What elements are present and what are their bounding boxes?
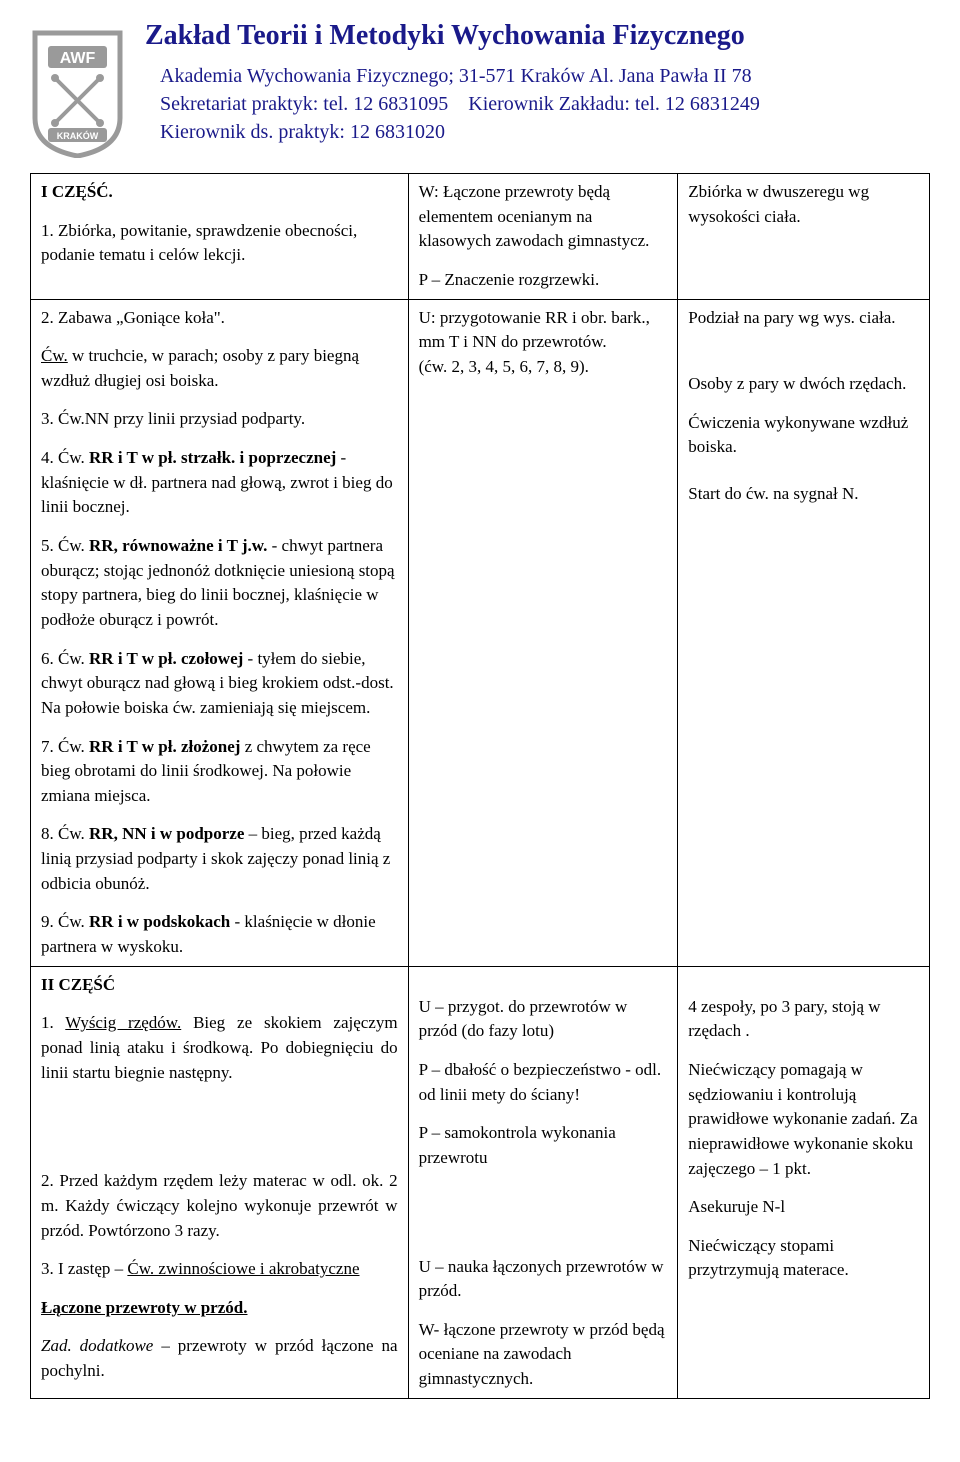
paragraph: Łączone przewroty w przód. <box>41 1296 398 1321</box>
cell-r2c3: Podział na pary wg wys. ciała. Osoby z p… <box>678 299 930 966</box>
paragraph: Ćw. w truchcie, w parach; osoby z pary b… <box>41 344 398 393</box>
header-text-block: Zakład Teorii i Metodyki Wychowania Fizy… <box>145 20 930 158</box>
cell-r1c1: I CZĘŚĆ. 1. Zbiórka, powitanie, sprawdze… <box>31 174 409 300</box>
cell-r2c1: 2. Zabawa „Goniące koła". Ćw. w truchcie… <box>31 299 409 966</box>
paragraph: Osoby z pary w dwóch rzędach. <box>688 372 919 397</box>
paragraph: 8. Ćw. RR, NN i w podporze – bieg, przed… <box>41 822 398 896</box>
cell-r1c3: Zbiórka w dwuszeregu wg wysokości ciała. <box>678 174 930 300</box>
paragraph: 2. Przed każdym rzędem leży materac w od… <box>41 1169 398 1243</box>
cell-r3c1: II CZĘŚĆ 1. Wyścig rzędów. Bieg ze skoki… <box>31 966 409 1398</box>
section-heading: I CZĘŚĆ. <box>41 180 398 205</box>
paragraph: 5. Ćw. RR, równoważne i T j.w. - chwyt p… <box>41 534 398 633</box>
paragraph: U – przygot. do przewrotów w przód (do f… <box>419 995 668 1044</box>
paragraph: Ćwiczenia wykonywane wzdłuż boiska. <box>688 411 919 460</box>
cell-r3c3: 4 zespoły, po 3 pary, stoją w rzędach . … <box>678 966 930 1398</box>
paragraph: P – dbałość o bezpieczeństwo - odl. od l… <box>419 1058 668 1107</box>
paragraph: 6. Ćw. RR i T w pł. czołowej - tyłem do … <box>41 647 398 721</box>
paragraph: 1. Wyścig rzędów. Bieg ze skokiem zajęcz… <box>41 1011 398 1085</box>
paragraph: 1. Zbiórka, powitanie, sprawdzenie obecn… <box>41 219 398 268</box>
paragraph: W: Łączone przewroty będą elementem ocen… <box>419 180 668 254</box>
paragraph: Zbiórka w dwuszeregu wg wysokości ciała. <box>688 180 919 229</box>
section-heading: II CZĘŚĆ <box>41 973 398 998</box>
paragraph: U: przygotowanie RR i obr. bark., mm T i… <box>419 306 668 380</box>
paragraph: U – nauka łączonych przewrotów w przód. <box>419 1255 668 1304</box>
paragraph: P – Znaczenie rozgrzewki. <box>419 268 668 293</box>
header-line2: Sekretariat praktyk: tel. 12 6831095 Kie… <box>160 90 930 118</box>
svg-text:KRAKÓW: KRAKÓW <box>57 130 99 141</box>
cell-r2c2: U: przygotowanie RR i obr. bark., mm T i… <box>408 299 678 966</box>
paragraph: W- łączone przewroty w przód będą ocenia… <box>419 1318 668 1392</box>
table-row: 2. Zabawa „Goniące koła". Ćw. w truchcie… <box>31 299 930 966</box>
paragraph: 3. Ćw.NN przy linii przysiad podparty. <box>41 407 398 432</box>
paragraph: 2. Zabawa „Goniące koła". <box>41 306 398 331</box>
paragraph: Podział na pary wg wys. ciała. <box>688 306 919 331</box>
header-line1: Akademia Wychowania Fizycznego; 31-571 K… <box>160 62 930 90</box>
paragraph: Asekuruje N-l <box>688 1195 919 1220</box>
svg-text:AWF: AWF <box>60 50 96 67</box>
paragraph: Niećwiczący stopami przytrzymują materac… <box>688 1234 919 1283</box>
shield-logo-icon: AWF KRAKÓW <box>30 28 125 158</box>
main-title: Zakład Teorii i Metodyki Wychowania Fizy… <box>145 20 930 52</box>
paragraph: Niećwiczący pomagają w sędziowaniu i kon… <box>688 1058 919 1181</box>
header-line3: Kierownik ds. praktyk: 12 6831020 <box>160 118 930 146</box>
paragraph: Zad. dodatkowe – przewroty w przód łączo… <box>41 1334 398 1383</box>
document-header: AWF KRAKÓW Zakład Teorii i Metodyki Wych… <box>30 20 930 158</box>
paragraph: 9. Ćw. RR i w podskokach - klaśnięcie w … <box>41 910 398 959</box>
paragraph: P – samokontrola wykonania przewrotu <box>419 1121 668 1170</box>
cell-r1c2: W: Łączone przewroty będą elementem ocen… <box>408 174 678 300</box>
paragraph: 7. Ćw. RR i T w pł. złożonej z chwytem z… <box>41 735 398 809</box>
paragraph: 3. I zastęp – Ćw. zwinnościowe i akrobat… <box>41 1257 398 1282</box>
cell-r3c2: U – przygot. do przewrotów w przód (do f… <box>408 966 678 1398</box>
header-sublines: Akademia Wychowania Fizycznego; 31-571 K… <box>145 62 930 146</box>
paragraph: Start do ćw. na sygnał N. <box>688 482 919 507</box>
institution-logo: AWF KRAKÓW <box>30 28 125 158</box>
table-row: II CZĘŚĆ 1. Wyścig rzędów. Bieg ze skoki… <box>31 966 930 1398</box>
content-table: I CZĘŚĆ. 1. Zbiórka, powitanie, sprawdze… <box>30 173 930 1399</box>
paragraph: 4 zespoły, po 3 pary, stoją w rzędach . <box>688 995 919 1044</box>
paragraph: 4. Ćw. RR i T w pł. strzałk. i poprzeczn… <box>41 446 398 520</box>
table-row: I CZĘŚĆ. 1. Zbiórka, powitanie, sprawdze… <box>31 174 930 300</box>
